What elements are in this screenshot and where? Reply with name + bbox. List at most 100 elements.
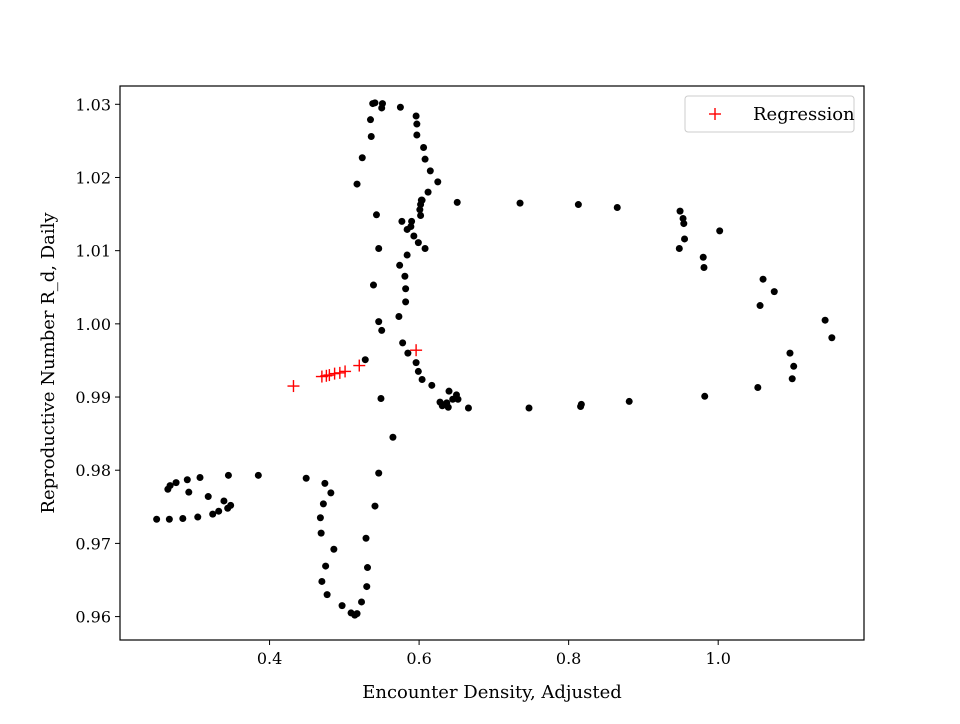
axis-ticks: 0.4 0.6 0.8 1.0 0.96 0.97 0.98 0.99 1.00 1.01 1.02…	[75, 95, 731, 668]
data-point	[209, 510, 217, 518]
data-point	[625, 397, 633, 405]
data-point	[367, 132, 375, 140]
data-point	[396, 261, 404, 269]
data-point	[364, 564, 372, 572]
regression-point	[328, 367, 341, 380]
data-point	[358, 154, 366, 162]
data-point	[754, 384, 762, 392]
data-point	[375, 469, 383, 477]
y-tick-label: 1.01	[75, 242, 111, 261]
y-axis-label: Reproductive Number R_d, Daily	[38, 212, 59, 514]
data-point	[323, 591, 331, 599]
data-point	[254, 471, 262, 479]
data-point	[371, 99, 379, 107]
regression-point	[287, 380, 300, 393]
data-point	[679, 214, 687, 222]
data-point	[770, 288, 778, 296]
legend-marker-regression	[709, 108, 721, 120]
data-point	[366, 116, 374, 124]
legend-box	[684, 95, 855, 133]
data-point	[421, 155, 429, 163]
regression-point	[333, 366, 346, 379]
data-point	[516, 199, 524, 207]
data-point	[525, 404, 533, 412]
data-point	[417, 212, 425, 220]
data-point	[413, 120, 421, 128]
data-point	[577, 400, 585, 408]
y-tick-label: 1.03	[75, 95, 111, 114]
regression-point	[320, 369, 333, 382]
data-point	[414, 367, 422, 375]
x-tick-label: 0.4	[257, 649, 282, 668]
data-point	[179, 515, 187, 523]
data-point	[316, 514, 324, 522]
data-point	[410, 232, 418, 240]
data-point	[166, 482, 174, 490]
data-point	[398, 217, 406, 225]
y-tick-label: 0.97	[75, 534, 111, 553]
data-point	[403, 225, 411, 233]
legend: Regression	[684, 95, 855, 133]
data-point	[302, 474, 310, 482]
data-point	[318, 577, 326, 585]
data-point	[420, 143, 428, 151]
data-point	[321, 479, 329, 487]
data-point	[389, 433, 397, 441]
data-point	[453, 198, 461, 206]
y-tick-label: 1.02	[75, 168, 111, 187]
data-point	[361, 356, 369, 364]
legend-label-regression: Regression	[753, 104, 855, 125]
data-point	[700, 263, 708, 271]
data-point	[172, 479, 180, 487]
data-point	[716, 227, 724, 235]
data-point	[363, 583, 371, 591]
data-point	[375, 244, 383, 252]
data-point	[371, 502, 379, 510]
data-point	[418, 375, 426, 383]
data-point	[828, 334, 836, 342]
data-point	[444, 403, 452, 411]
data-point	[378, 326, 386, 334]
data-point	[402, 298, 410, 306]
y-tick-label: 0.98	[75, 461, 111, 480]
data-point	[454, 395, 462, 403]
data-point	[424, 188, 432, 196]
plot-area	[120, 86, 864, 640]
data-point	[330, 545, 338, 553]
data-point	[183, 476, 191, 484]
data-point	[417, 196, 425, 204]
regression-point	[353, 359, 366, 372]
data-point	[574, 201, 582, 209]
data-point	[196, 474, 204, 482]
data-point	[185, 488, 193, 496]
data-point	[421, 244, 429, 252]
data-point	[353, 610, 361, 618]
data-point	[404, 349, 412, 357]
data-marks	[153, 99, 836, 619]
data-point	[153, 515, 161, 523]
data-point	[215, 507, 223, 515]
data-point	[402, 285, 410, 293]
data-point	[204, 493, 212, 501]
data-point	[759, 275, 767, 283]
regression-point	[323, 369, 336, 382]
data-point	[353, 180, 361, 188]
data-point	[401, 272, 409, 280]
data-point	[194, 513, 202, 521]
data-point	[413, 131, 421, 139]
data-point	[788, 375, 796, 383]
data-point	[445, 387, 453, 395]
data-point	[414, 239, 422, 247]
data-point	[378, 100, 386, 108]
data-point	[224, 471, 232, 479]
data-point	[821, 316, 829, 324]
data-point	[786, 349, 794, 357]
data-point	[699, 253, 707, 261]
plot-frame	[119, 85, 865, 641]
data-point	[377, 394, 385, 402]
data-point	[613, 203, 621, 211]
x-tick-label: 0.8	[556, 649, 581, 668]
data-point	[319, 500, 327, 508]
